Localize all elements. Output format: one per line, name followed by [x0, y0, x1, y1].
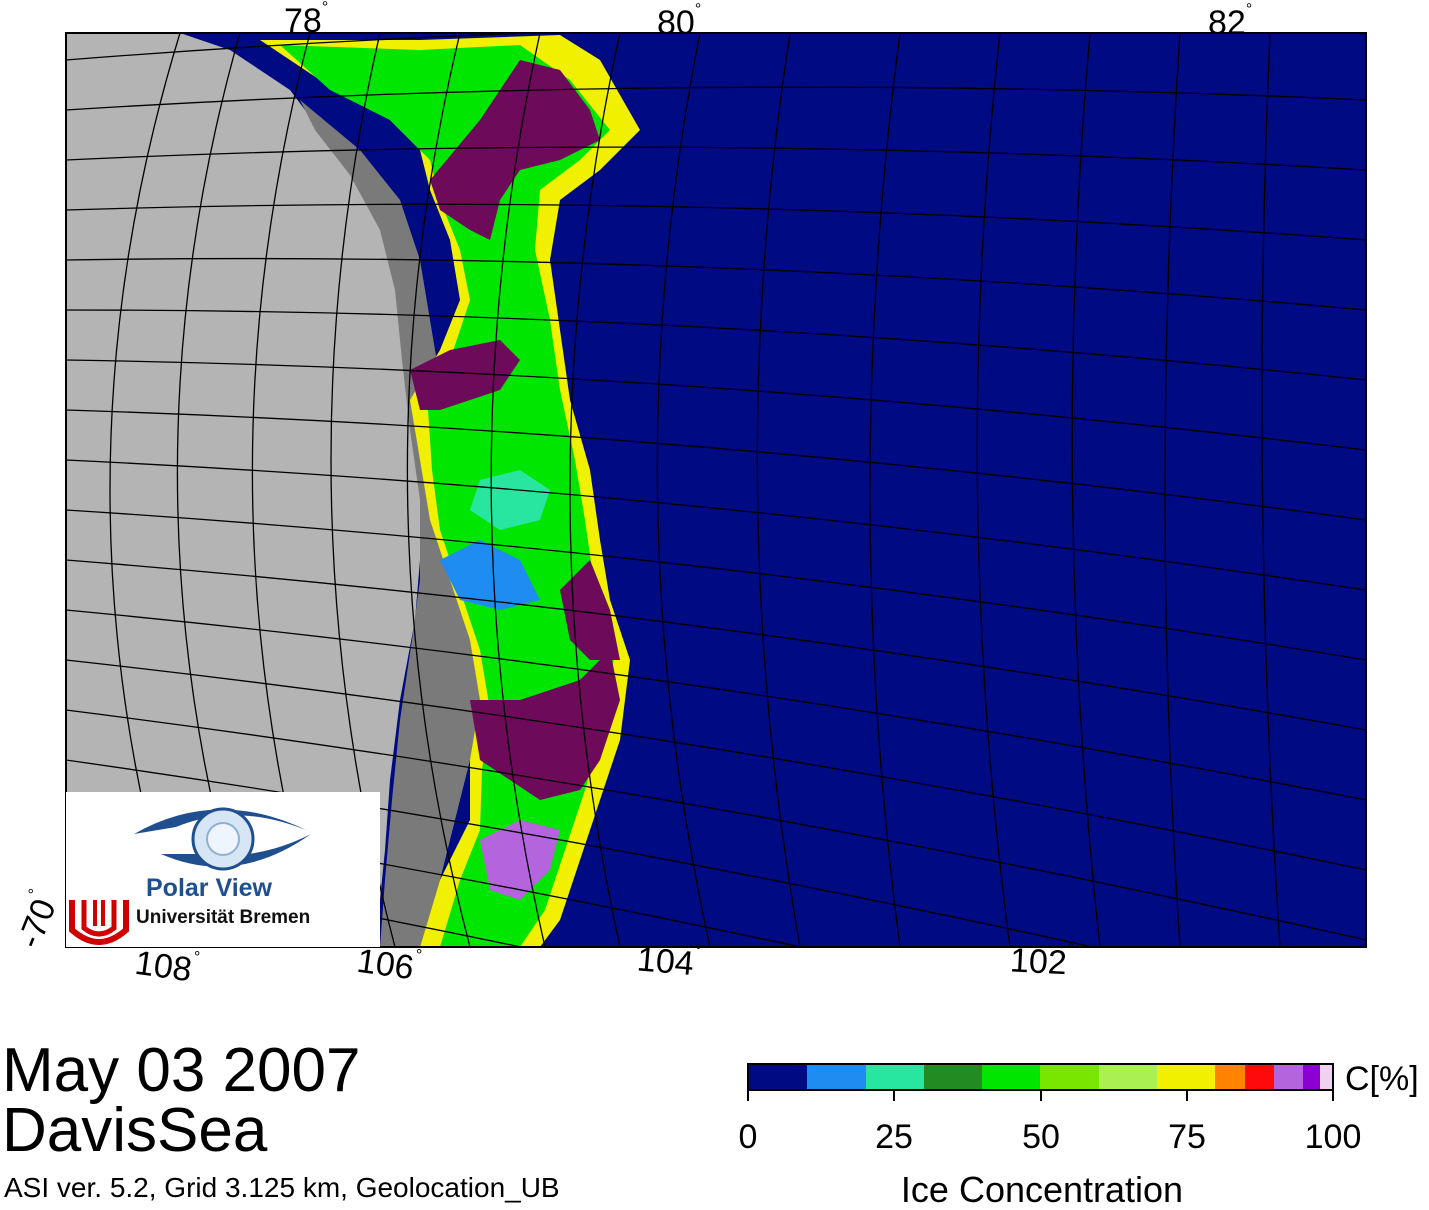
- colorbar-segment: [1302, 1065, 1321, 1089]
- colorbar-unit: C[%]: [1345, 1060, 1419, 1098]
- colorbar-segment: [1157, 1065, 1216, 1089]
- colorbar-segment: [1244, 1065, 1274, 1089]
- colorbar-segment: [807, 1065, 866, 1089]
- lat-label-80: 80°: [657, 1, 702, 42]
- lon-label-106: 106°: [354, 941, 423, 988]
- graticule: [66, 33, 1366, 947]
- colorbar-label-0: 0: [738, 1118, 758, 1156]
- lat-label-82: 82°: [1208, 1, 1253, 42]
- lat-label-80-text: 80: [657, 4, 695, 42]
- colorbar-segment: [982, 1065, 1041, 1089]
- colorbar-title: Ice Concentration: [900, 1169, 1184, 1210]
- map-region: DavisSea: [2, 1096, 268, 1165]
- colorbar-segment: [749, 1065, 808, 1089]
- lat-label-78: 78°: [284, 0, 329, 40]
- lat-label-82-text: 82: [1208, 4, 1246, 42]
- lon-label-108-text: 108: [132, 943, 195, 990]
- colorbar: [747, 1063, 1334, 1091]
- colorbar-segment: [1098, 1065, 1158, 1089]
- map-date: May 03 2007: [2, 1036, 361, 1105]
- logo-title: Polar View: [146, 874, 272, 902]
- logo-institution: Universität Bremen: [136, 907, 311, 928]
- lon-label-108: 108°: [132, 943, 201, 990]
- colorbar-segment: [1040, 1065, 1099, 1089]
- lat-label-78-text: 78: [284, 2, 322, 40]
- colorbar-segment: [1273, 1065, 1303, 1089]
- colorbar-label-75: 75: [1168, 1118, 1206, 1156]
- ice-shelf-area: [300, 100, 490, 947]
- colorbar-segment: [865, 1065, 924, 1089]
- university-crest-icon: [69, 900, 129, 945]
- map-frame: [65, 32, 1367, 948]
- colorbar-segment: [923, 1065, 983, 1089]
- lon-label-106-text: 106: [354, 941, 417, 988]
- eye-icon: [134, 807, 311, 871]
- sea-ice-band: [260, 35, 640, 947]
- colorbar-label-50: 50: [1022, 1118, 1060, 1156]
- lon-label-104: 104°: [635, 940, 702, 984]
- lon-label-104-text: 104: [635, 940, 696, 984]
- polar-view-logo: Polar View Universität Bremen: [66, 792, 380, 947]
- colorbar-label-25: 25: [875, 1118, 913, 1156]
- colorbar-tick-25: [893, 1091, 895, 1101]
- colorbar-segment: [1215, 1065, 1245, 1089]
- lon-label-102: 102°: [1009, 941, 1075, 983]
- lon-label-102-text: 102: [1009, 941, 1068, 983]
- land-area: [66, 33, 420, 947]
- colorbar-segment: [1320, 1065, 1332, 1089]
- colorbar-tick-100: [1332, 1091, 1334, 1101]
- map-info: ASI ver. 5.2, Grid 3.125 km, Geolocation…: [4, 1172, 560, 1203]
- colorbar-tick-75: [1186, 1091, 1188, 1101]
- colorbar-tick-0: [747, 1091, 749, 1101]
- colorbar-tick-50: [1040, 1091, 1042, 1101]
- colorbar-label-100: 100: [1304, 1118, 1362, 1156]
